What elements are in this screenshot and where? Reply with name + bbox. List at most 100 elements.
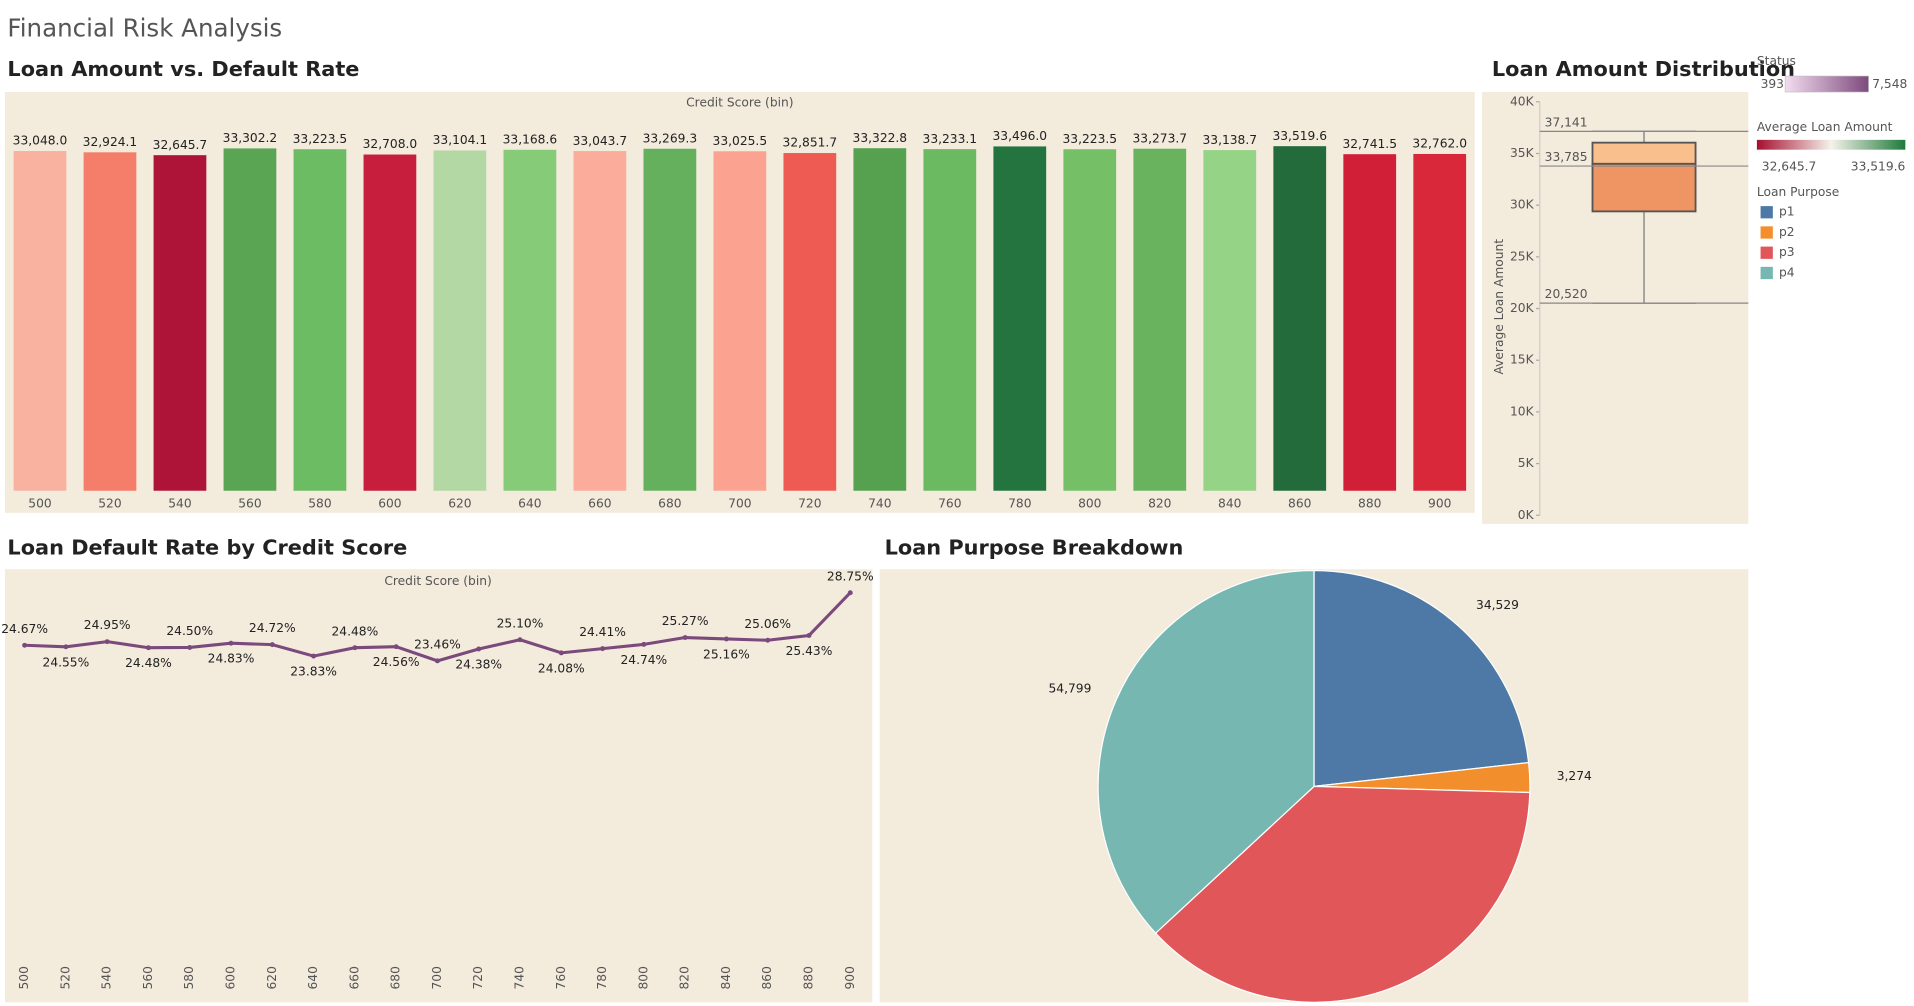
x-tick-label: 800 <box>636 966 650 989</box>
legend-swatch <box>1760 246 1773 259</box>
data-label: 33,519.6 <box>1272 129 1327 143</box>
line-point <box>434 658 440 664</box>
data-label: 3,274 <box>1557 769 1592 783</box>
line-point <box>682 635 688 640</box>
data-label: 54,799 <box>1049 682 1092 696</box>
x-tick-label: 680 <box>389 966 403 989</box>
x-tick-label: 840 <box>719 966 733 989</box>
data-label: 25.16% <box>703 647 750 661</box>
x-tick-label: 520 <box>58 966 72 989</box>
data-label: 24.95% <box>84 618 131 632</box>
chart-title: Loan Amount vs. Default Rate <box>7 57 359 81</box>
x-tick-label: 720 <box>798 497 821 511</box>
x-tick-label: 720 <box>471 966 485 989</box>
legend-gradient <box>1784 75 1869 93</box>
x-tick-label: 900 <box>843 966 857 989</box>
data-label: 33,496.0 <box>993 129 1048 143</box>
data-label: 25.43% <box>786 644 833 658</box>
x-tick-label: 600 <box>378 497 401 511</box>
bar <box>1133 148 1187 491</box>
data-label: 24.67% <box>1 622 48 636</box>
bar <box>1063 149 1117 491</box>
legend-swatch <box>1760 266 1773 280</box>
line-point <box>187 645 193 650</box>
legend-title: Loan Purpose <box>1757 185 1839 199</box>
data-label: 34,529 <box>1476 598 1519 612</box>
legend-swatch <box>1760 206 1773 219</box>
bar <box>1343 154 1397 491</box>
data-label: 33,322.8 <box>853 131 908 145</box>
x-tick-label: 800 <box>1078 497 1101 511</box>
bar <box>783 153 837 491</box>
data-label: 24.38% <box>455 657 502 671</box>
line-point <box>311 653 317 659</box>
x-tick-label: 820 <box>678 966 692 989</box>
data-label: 33,048.0 <box>13 134 68 148</box>
x-tick-label: 860 <box>1288 497 1311 511</box>
x-tick-label: 740 <box>868 497 891 511</box>
bar <box>363 154 417 491</box>
x-tick-label: 640 <box>306 966 320 989</box>
x-tick-label: 660 <box>588 497 611 511</box>
line-point <box>476 646 482 652</box>
x-axis-label: Credit Score (bin) <box>686 96 793 110</box>
data-label: 24.41% <box>579 625 626 639</box>
x-tick-label: 540 <box>100 966 114 989</box>
legend-max: 33,519.6 <box>1851 159 1906 173</box>
box-lower <box>1591 162 1697 213</box>
y-tick-label: 15K <box>1510 353 1535 367</box>
data-label: 24.74% <box>620 653 667 667</box>
data-label: 24.08% <box>538 661 585 675</box>
bar <box>993 146 1047 491</box>
data-label: 33,302.2 <box>223 131 278 145</box>
x-tick-label: 840 <box>1218 497 1241 511</box>
y-tick-label: 5K <box>1518 456 1535 470</box>
legend-label: p4 <box>1779 265 1795 279</box>
data-label: 33,273.7 <box>1132 131 1187 145</box>
line-point <box>146 645 151 651</box>
x-tick-label: 700 <box>430 966 444 989</box>
data-label: 24.83% <box>208 652 255 666</box>
data-label: 33,269.3 <box>643 131 698 145</box>
legend-title: Average Loan Amount <box>1757 120 1893 134</box>
data-label: 33,233.1 <box>923 132 978 146</box>
data-label: 25.27% <box>662 614 709 628</box>
data-label: 24.56% <box>373 655 420 669</box>
x-tick-label: 760 <box>554 966 568 989</box>
legend-label: p3 <box>1779 245 1795 259</box>
line-point <box>847 590 853 596</box>
x-tick-label: 680 <box>658 497 681 511</box>
x-tick-label: 500 <box>17 966 31 989</box>
x-tick-label: 900 <box>1428 497 1451 511</box>
line-point <box>228 640 234 646</box>
line-point <box>352 645 358 651</box>
pie-slice <box>1154 785 1531 1003</box>
x-tick-label: 560 <box>141 966 155 989</box>
bar <box>503 149 557 491</box>
x-tick-label: 660 <box>347 966 361 989</box>
bar <box>153 155 207 491</box>
data-label: 24.72% <box>249 621 296 635</box>
x-tick-label: 560 <box>238 497 261 511</box>
line-point <box>104 639 110 645</box>
x-tick-label: 520 <box>98 497 121 511</box>
x-tick-label: 620 <box>448 497 471 511</box>
line-point <box>765 637 771 643</box>
data-label: 25.10% <box>497 616 544 630</box>
data-label: 32,708.0 <box>363 137 418 151</box>
dashboard-title: Financial Risk Analysis <box>7 13 282 42</box>
bar <box>13 151 67 491</box>
bar <box>1203 150 1257 491</box>
reference-label: 20,520 <box>1545 287 1588 301</box>
legend-gradient <box>1756 139 1906 150</box>
line-point <box>517 637 523 643</box>
data-label: 33,168.6 <box>503 132 558 146</box>
line-point <box>269 642 275 648</box>
x-tick-label: 880 <box>801 966 815 989</box>
x-tick-label: 580 <box>308 497 331 511</box>
data-label: 24.48% <box>125 656 172 670</box>
x-tick-label: 780 <box>1008 497 1031 511</box>
legend-min: 32,645.7 <box>1762 159 1817 173</box>
data-label: 33,223.5 <box>1063 132 1118 146</box>
